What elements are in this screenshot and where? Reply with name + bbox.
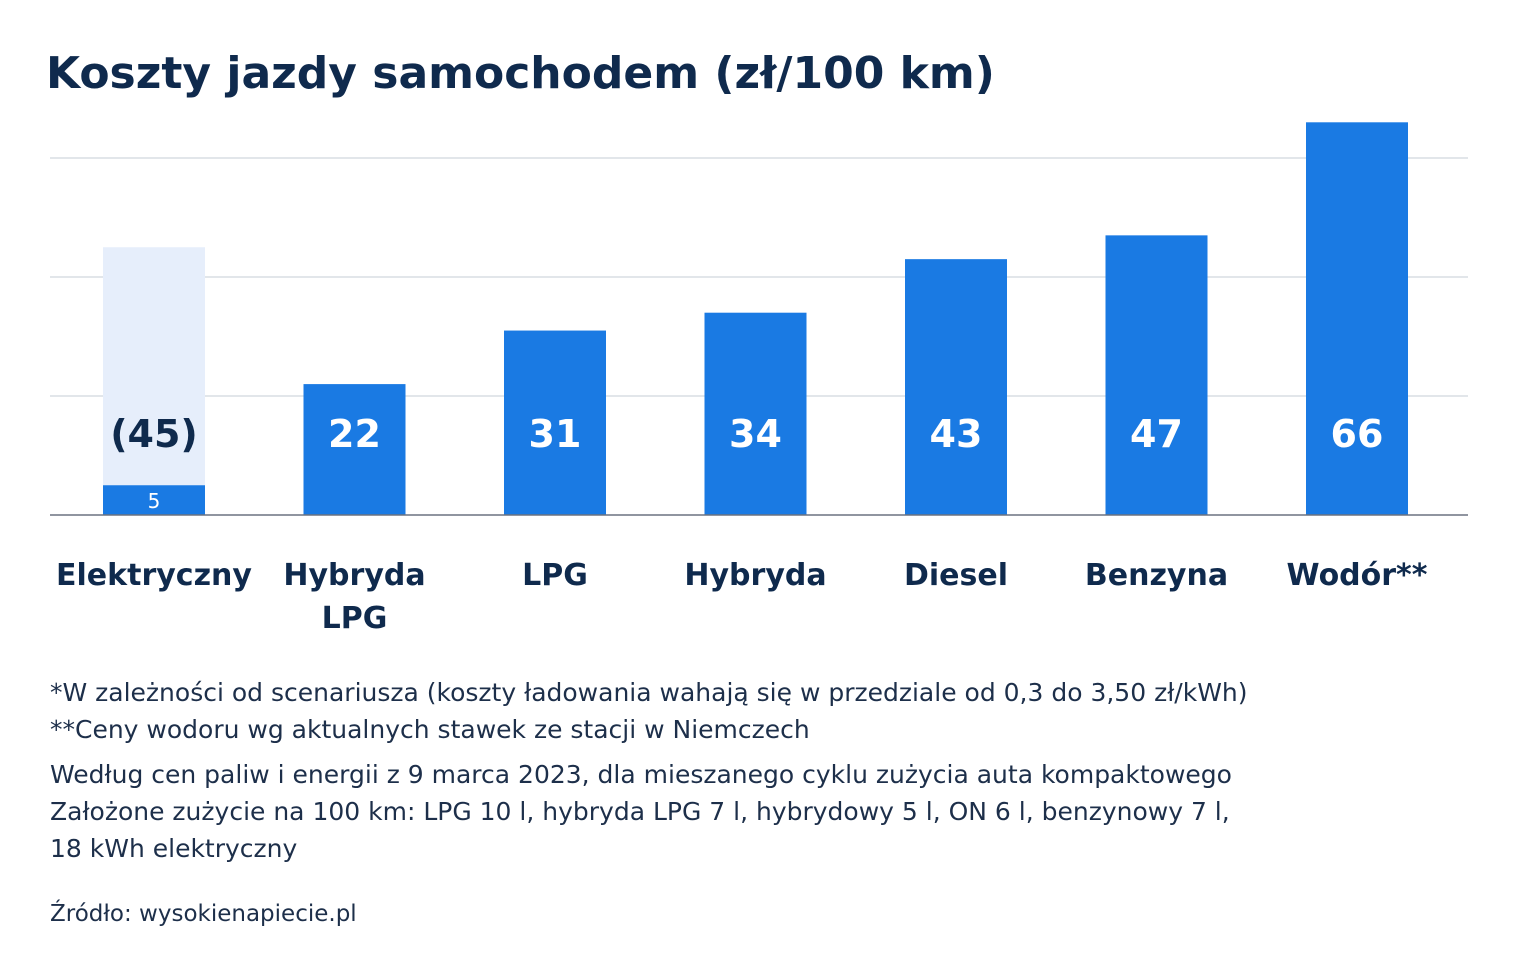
footnotes: *W zależności od scenariusza (koszty ład… <box>50 674 1490 867</box>
bar <box>303 384 406 515</box>
range-bar-label: (45) <box>110 412 198 456</box>
bar-value-label: 22 <box>328 412 381 456</box>
category-label: Diesel <box>904 558 1008 593</box>
category-label: Wodór** <box>1287 558 1428 593</box>
bar-value-label: 5 <box>148 489 161 513</box>
bar-chart: 5 (45) Elektryczny 22 Hybryda LPG 31 LPG 34 Hybry… <box>50 122 1468 636</box>
bar <box>1306 122 1408 516</box>
methodology-line: Według cen paliw i energii z 9 marca 202… <box>50 760 1232 789</box>
category-label: Benzyna <box>1085 558 1228 593</box>
range-bar <box>103 247 205 515</box>
methodology-line: Założone zużycie na 100 km: LPG 10 l, hy… <box>50 797 1230 826</box>
bar <box>504 330 606 515</box>
category-label: LPG <box>522 558 588 593</box>
bar-value-label: 47 <box>1130 412 1183 456</box>
category-label: Elektryczny <box>56 558 252 593</box>
bar-value-label: 34 <box>729 412 782 456</box>
footnote-electric: *W zależności od scenariusza (koszty ład… <box>50 678 1248 707</box>
bar-value-label: 43 <box>930 412 983 456</box>
bar <box>1105 235 1208 515</box>
bar <box>704 312 807 515</box>
bar <box>103 485 205 515</box>
chart-title: Koszty jazdy samochodem (zł/100 km) <box>46 48 995 99</box>
category-label: Hybryda <box>684 558 826 593</box>
bar-value-label: 66 <box>1331 412 1384 456</box>
category-label: Hybryda LPG <box>283 558 425 636</box>
source-credit: Źródło: wysokienapiecie.pl <box>50 901 357 927</box>
footnote-hydrogen: **Ceny wodoru wg aktualnych stawek ze st… <box>50 715 810 744</box>
methodology: Według cen paliw i energii z 9 marca 202… <box>50 756 1490 867</box>
bar-value-label: 31 <box>529 412 582 456</box>
methodology-line: 18 kWh elektryczny <box>50 834 298 863</box>
bar <box>905 259 1007 515</box>
